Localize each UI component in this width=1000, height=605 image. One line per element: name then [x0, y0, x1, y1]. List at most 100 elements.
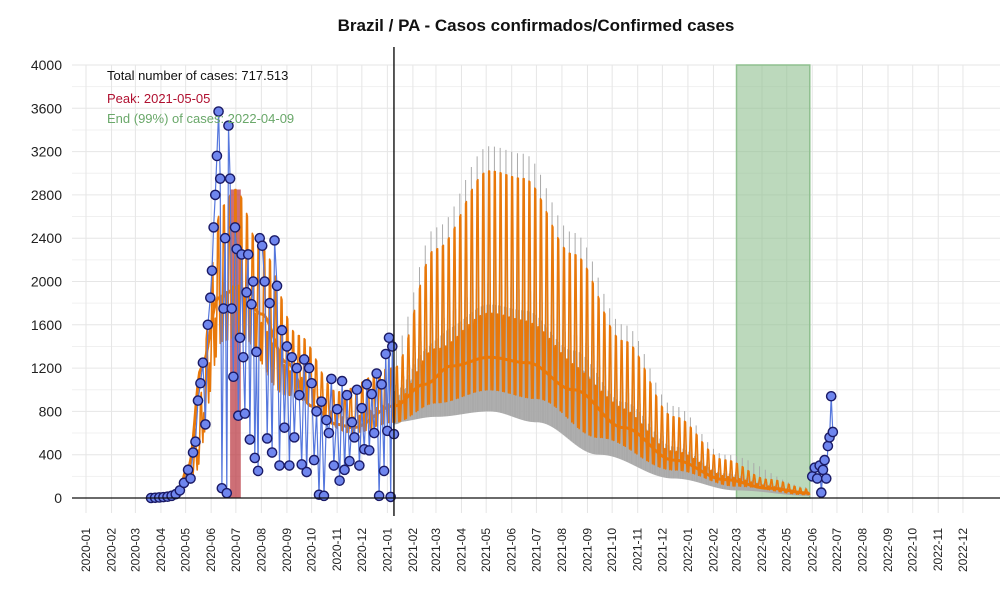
- observed-point: [211, 150, 223, 162]
- y-tick-label: 2800: [31, 187, 62, 203]
- observed-point: [323, 427, 335, 439]
- annotation-total: Total number of cases: 717.513: [107, 68, 288, 83]
- observed-point: [356, 402, 368, 414]
- observed-point: [197, 357, 209, 368]
- x-tick-label: 2021-01: [380, 528, 394, 572]
- observed-point: [261, 433, 273, 444]
- annotation-peak: Peak: 2021-05-05: [107, 91, 210, 106]
- x-tick-label: 2021-02: [406, 528, 420, 572]
- observed-point: [281, 341, 293, 352]
- observed-point: [226, 303, 238, 314]
- y-tick-label: 3200: [31, 144, 62, 160]
- y-tick-label: 2000: [31, 274, 62, 290]
- observed-point: [190, 436, 201, 448]
- observed-point: [274, 460, 285, 471]
- x-tick-label: 2020-08: [254, 528, 268, 572]
- y-tick-label: 400: [39, 447, 63, 463]
- x-tick-label: 2020-01: [79, 528, 93, 572]
- observed-point: [341, 389, 353, 401]
- observed-point: [269, 235, 280, 246]
- x-tick-label: 2021-10: [605, 528, 619, 572]
- x-tick-label: 2022-03: [730, 528, 744, 572]
- observed-point: [306, 377, 317, 389]
- axes: [72, 47, 1000, 516]
- observed-point: [303, 362, 315, 374]
- observed-point: [371, 368, 382, 379]
- y-tick-label: 3600: [31, 100, 62, 116]
- annotation-end: End (99%) of cases: 2022-04-09: [107, 111, 294, 126]
- observed-point: [284, 460, 295, 471]
- observed-point: [224, 173, 236, 184]
- observed-point: [336, 375, 348, 387]
- x-tick-label: 2021-11: [631, 528, 645, 571]
- fit-mean-line: [155, 285, 809, 500]
- peak-band: [230, 189, 241, 499]
- observed-point: [378, 465, 390, 477]
- observed-point: [208, 222, 219, 233]
- observed-point: [239, 408, 251, 419]
- observed-point: [223, 120, 234, 131]
- end-band: [735, 64, 811, 499]
- y-tick-label: 2400: [31, 230, 62, 246]
- x-tick-label: 2020-11: [330, 528, 344, 571]
- observed-point: [387, 341, 398, 352]
- x-tick-label: 2022-10: [906, 528, 920, 572]
- y-tick-label: 1200: [31, 360, 62, 376]
- x-tick-label: 2021-08: [555, 528, 569, 572]
- observed-point: [205, 292, 216, 304]
- x-tick-label: 2021-06: [505, 528, 519, 572]
- observed-point: [373, 490, 385, 502]
- x-tick-label: 2020-03: [128, 528, 142, 572]
- y-tick-label: 4000: [31, 57, 62, 73]
- observed-point: [246, 298, 257, 310]
- observed-point: [318, 490, 330, 502]
- chart-title: Brazil / PA - Casos confirmados/Confirme…: [338, 16, 735, 35]
- observed-point: [368, 427, 380, 439]
- observed-point: [311, 406, 322, 417]
- x-tick-label: 2021-09: [580, 528, 594, 572]
- x-tick-label: 2021-04: [454, 528, 468, 572]
- observed-point: [206, 265, 218, 276]
- y-tick-label: 1600: [31, 317, 62, 333]
- observed-point: [351, 384, 363, 396]
- x-tick-label: 2022-02: [706, 528, 720, 572]
- observed-point: [266, 447, 278, 458]
- x-tick-label: 2022-05: [780, 528, 794, 572]
- observed-point: [308, 454, 320, 466]
- observed-point: [385, 491, 396, 503]
- observed-point: [298, 354, 310, 365]
- observed-point: [291, 362, 303, 374]
- observed-point: [234, 332, 246, 344]
- observed-point: [259, 276, 270, 287]
- x-tick-label: 2022-04: [755, 528, 769, 572]
- x-tick-label: 2021-07: [529, 528, 543, 572]
- observed-point: [249, 452, 261, 464]
- observed-point: [185, 473, 196, 484]
- x-tick-label: 2022-12: [956, 528, 970, 572]
- observed-point: [293, 389, 305, 401]
- bands: [230, 64, 811, 499]
- observed-point: [316, 396, 327, 407]
- observed-point: [241, 287, 252, 298]
- x-tick-labels: 2020-01 2020-02 2020-03 2020-04 2020-05 2020-…: [79, 528, 970, 572]
- y-tick-labels: 0 400 800 1200 1600 2000 2400 2800 3200 3600 4000: [31, 57, 62, 506]
- observed-point: [182, 464, 194, 476]
- x-tick-label: 2020-10: [305, 528, 319, 572]
- observed-point: [229, 222, 241, 233]
- observed-point: [219, 232, 231, 244]
- observed-point: [200, 419, 211, 430]
- observed-point: [361, 379, 373, 390]
- observed-point: [242, 249, 254, 260]
- x-tick-label: 2022-07: [830, 528, 844, 572]
- observed-point: [192, 395, 204, 406]
- observed-point: [276, 324, 288, 336]
- observed-point: [213, 106, 224, 117]
- observed-point: [811, 473, 823, 484]
- observed-point: [264, 297, 275, 309]
- x-tick-label: 2022-01: [681, 528, 695, 572]
- observed-point: [214, 173, 226, 184]
- observed-point: [363, 445, 375, 456]
- annotations: Total number of cases: 717.513 Peak: 202…: [107, 68, 294, 126]
